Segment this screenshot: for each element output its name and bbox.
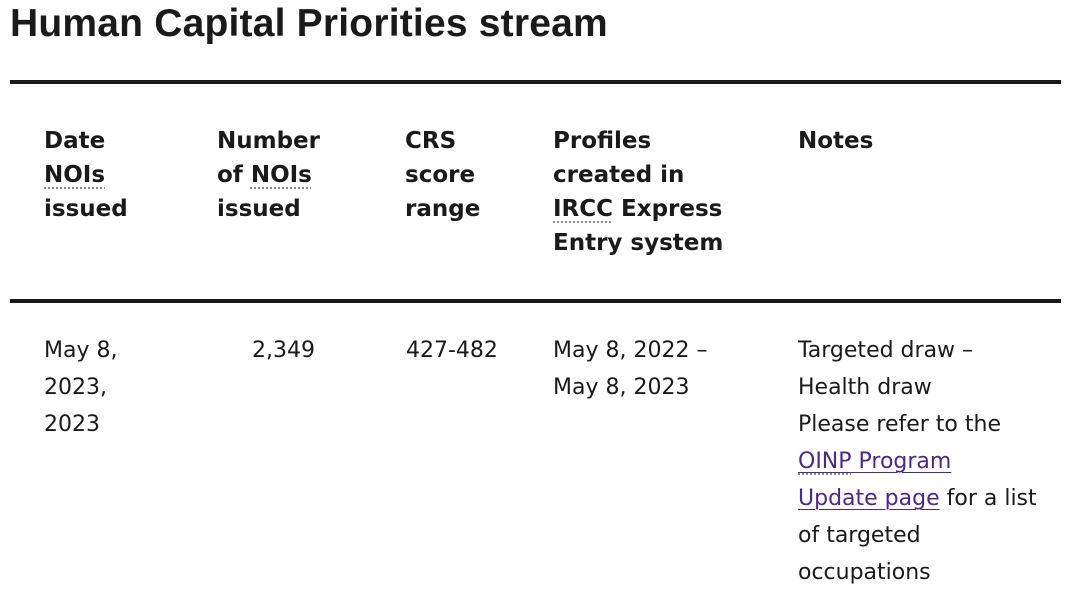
abbreviation-nois[interactable]: NOIs [250,162,312,188]
oinp-program-update-link[interactable]: Update page [798,486,940,511]
page-title: Human Capital Priorities stream [10,2,608,45]
abbreviation-oinp[interactable]: OINP [798,449,852,474]
oinp-program-update-link[interactable]: OINP Program [798,449,952,474]
abbreviation-ircc[interactable]: IRCC [553,196,614,222]
cell-number: 2,349 [252,338,315,363]
column-header-notes: Notes [798,128,874,154]
cell-date: May 8, 2023, 2023 [44,338,118,437]
column-header-crs: CRS score range [405,128,481,222]
abbreviation-nois[interactable]: NOIs [44,162,106,188]
cell-notes: Targeted draw – Health draw Please refer… [798,338,1037,585]
column-header-number: Number of NOIs issued [217,128,320,222]
cell-crs: 427-482 [406,338,498,363]
table-header-rule [10,299,1061,303]
column-header-profiles: Profiles created in IRCC Express Entry s… [553,128,724,256]
table-top-rule [10,80,1061,84]
column-header-date: Date NOIs issued [44,128,128,222]
cell-profiles: May 8, 2022 – May 8, 2023 [553,338,708,400]
